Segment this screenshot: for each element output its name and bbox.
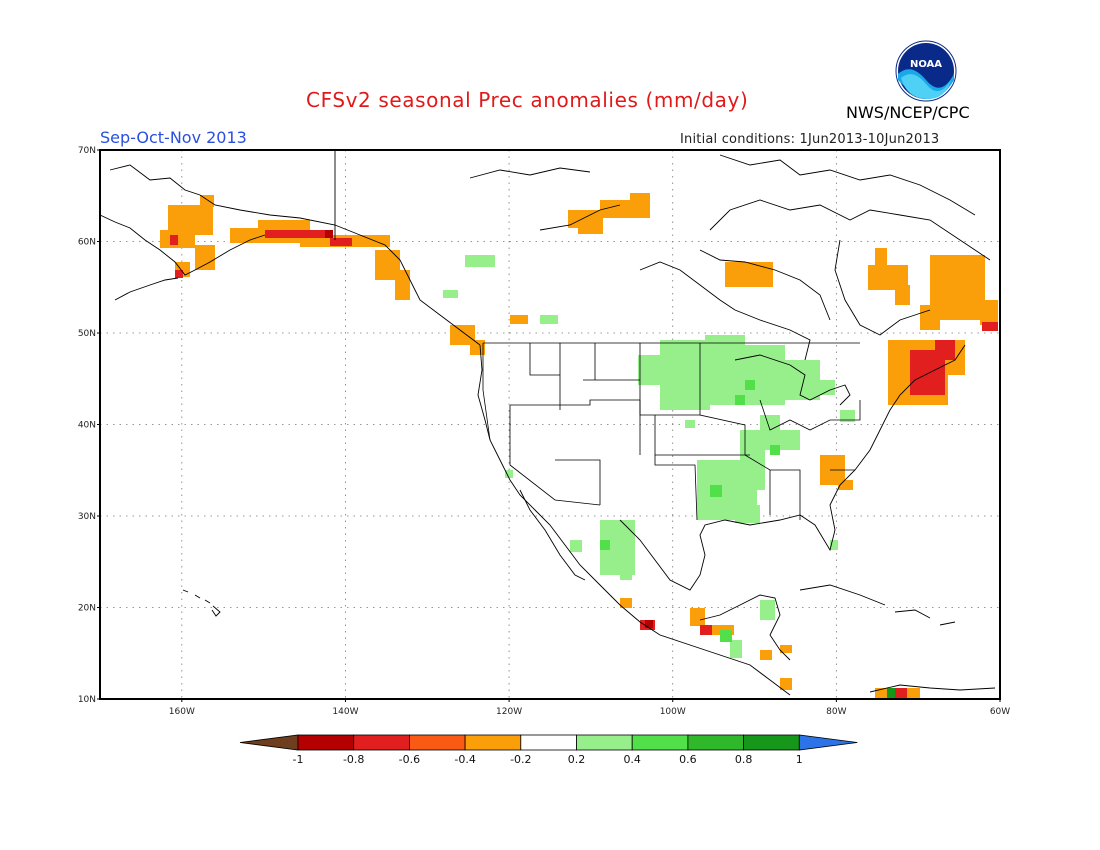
colorbar-box bbox=[631, 734, 689, 751]
state-borders bbox=[482, 342, 861, 521]
lat-label: 10N bbox=[78, 695, 96, 705]
lat-label: 20N bbox=[78, 604, 96, 614]
colorbar-label: 0.6 bbox=[679, 753, 697, 766]
lon-label: 80W bbox=[826, 707, 846, 717]
graticule bbox=[100, 150, 1000, 699]
agency-label: NWS/NCEP/CPC bbox=[846, 103, 970, 122]
anomaly-cells bbox=[160, 193, 998, 700]
noaa-logo-text: NOAA bbox=[910, 59, 942, 70]
colorbar-right-arrow bbox=[798, 734, 858, 751]
colorbar: -1 -0.8 -0.6 -0.4 -0.2 0.2 0.4 0.6 0.8 1 bbox=[239, 734, 858, 766]
lon-label: 140W bbox=[332, 707, 358, 717]
colorbar-box bbox=[743, 734, 800, 751]
colorbar-box bbox=[520, 734, 577, 751]
lat-label: 60N bbox=[78, 238, 96, 248]
colorbar-label: 1 bbox=[796, 753, 803, 766]
lon-label: 160W bbox=[169, 707, 195, 717]
longitude-labels: 160W 140W 120W 100W 80W 60W bbox=[169, 699, 1010, 717]
lat-label: 30N bbox=[78, 512, 96, 522]
colorbar-box bbox=[408, 734, 466, 751]
colorbar-left-arrow bbox=[239, 734, 299, 751]
colorbar-label: 0.2 bbox=[568, 753, 586, 766]
season-label: Sep-Oct-Nov 2013 bbox=[100, 128, 247, 147]
lat-label: 50N bbox=[78, 329, 96, 339]
colorbar-box bbox=[353, 734, 410, 751]
colorbar-box bbox=[297, 734, 355, 751]
lat-label: 70N bbox=[78, 146, 96, 156]
coastlines bbox=[99, 150, 996, 696]
colorbar-box bbox=[687, 734, 745, 751]
lon-label: 120W bbox=[496, 707, 522, 717]
lon-label: 100W bbox=[660, 707, 686, 717]
noaa-logo: NOAA bbox=[895, 40, 957, 102]
colorbar-label: 0.4 bbox=[623, 753, 641, 766]
initial-conditions-label: Initial conditions: 1Jun2013-10Jun2013 bbox=[680, 132, 940, 147]
colorbar-box bbox=[576, 734, 633, 751]
lat-label: 40N bbox=[78, 421, 96, 431]
colorbar-label: -0.4 bbox=[454, 753, 475, 766]
map-title: CFSv2 seasonal Prec anomalies (mm/day) bbox=[306, 88, 749, 112]
latitude-labels: 70N 60N 50N 40N 30N 20N 10N bbox=[78, 146, 100, 705]
colorbar-label: -0.2 bbox=[510, 753, 531, 766]
colorbar-label: -0.6 bbox=[399, 753, 420, 766]
colorbar-box bbox=[464, 734, 522, 751]
lon-label: 60W bbox=[990, 707, 1010, 717]
colorbar-label: -0.8 bbox=[343, 753, 364, 766]
colorbar-label: 0.8 bbox=[735, 753, 753, 766]
colorbar-label: -1 bbox=[293, 753, 304, 766]
